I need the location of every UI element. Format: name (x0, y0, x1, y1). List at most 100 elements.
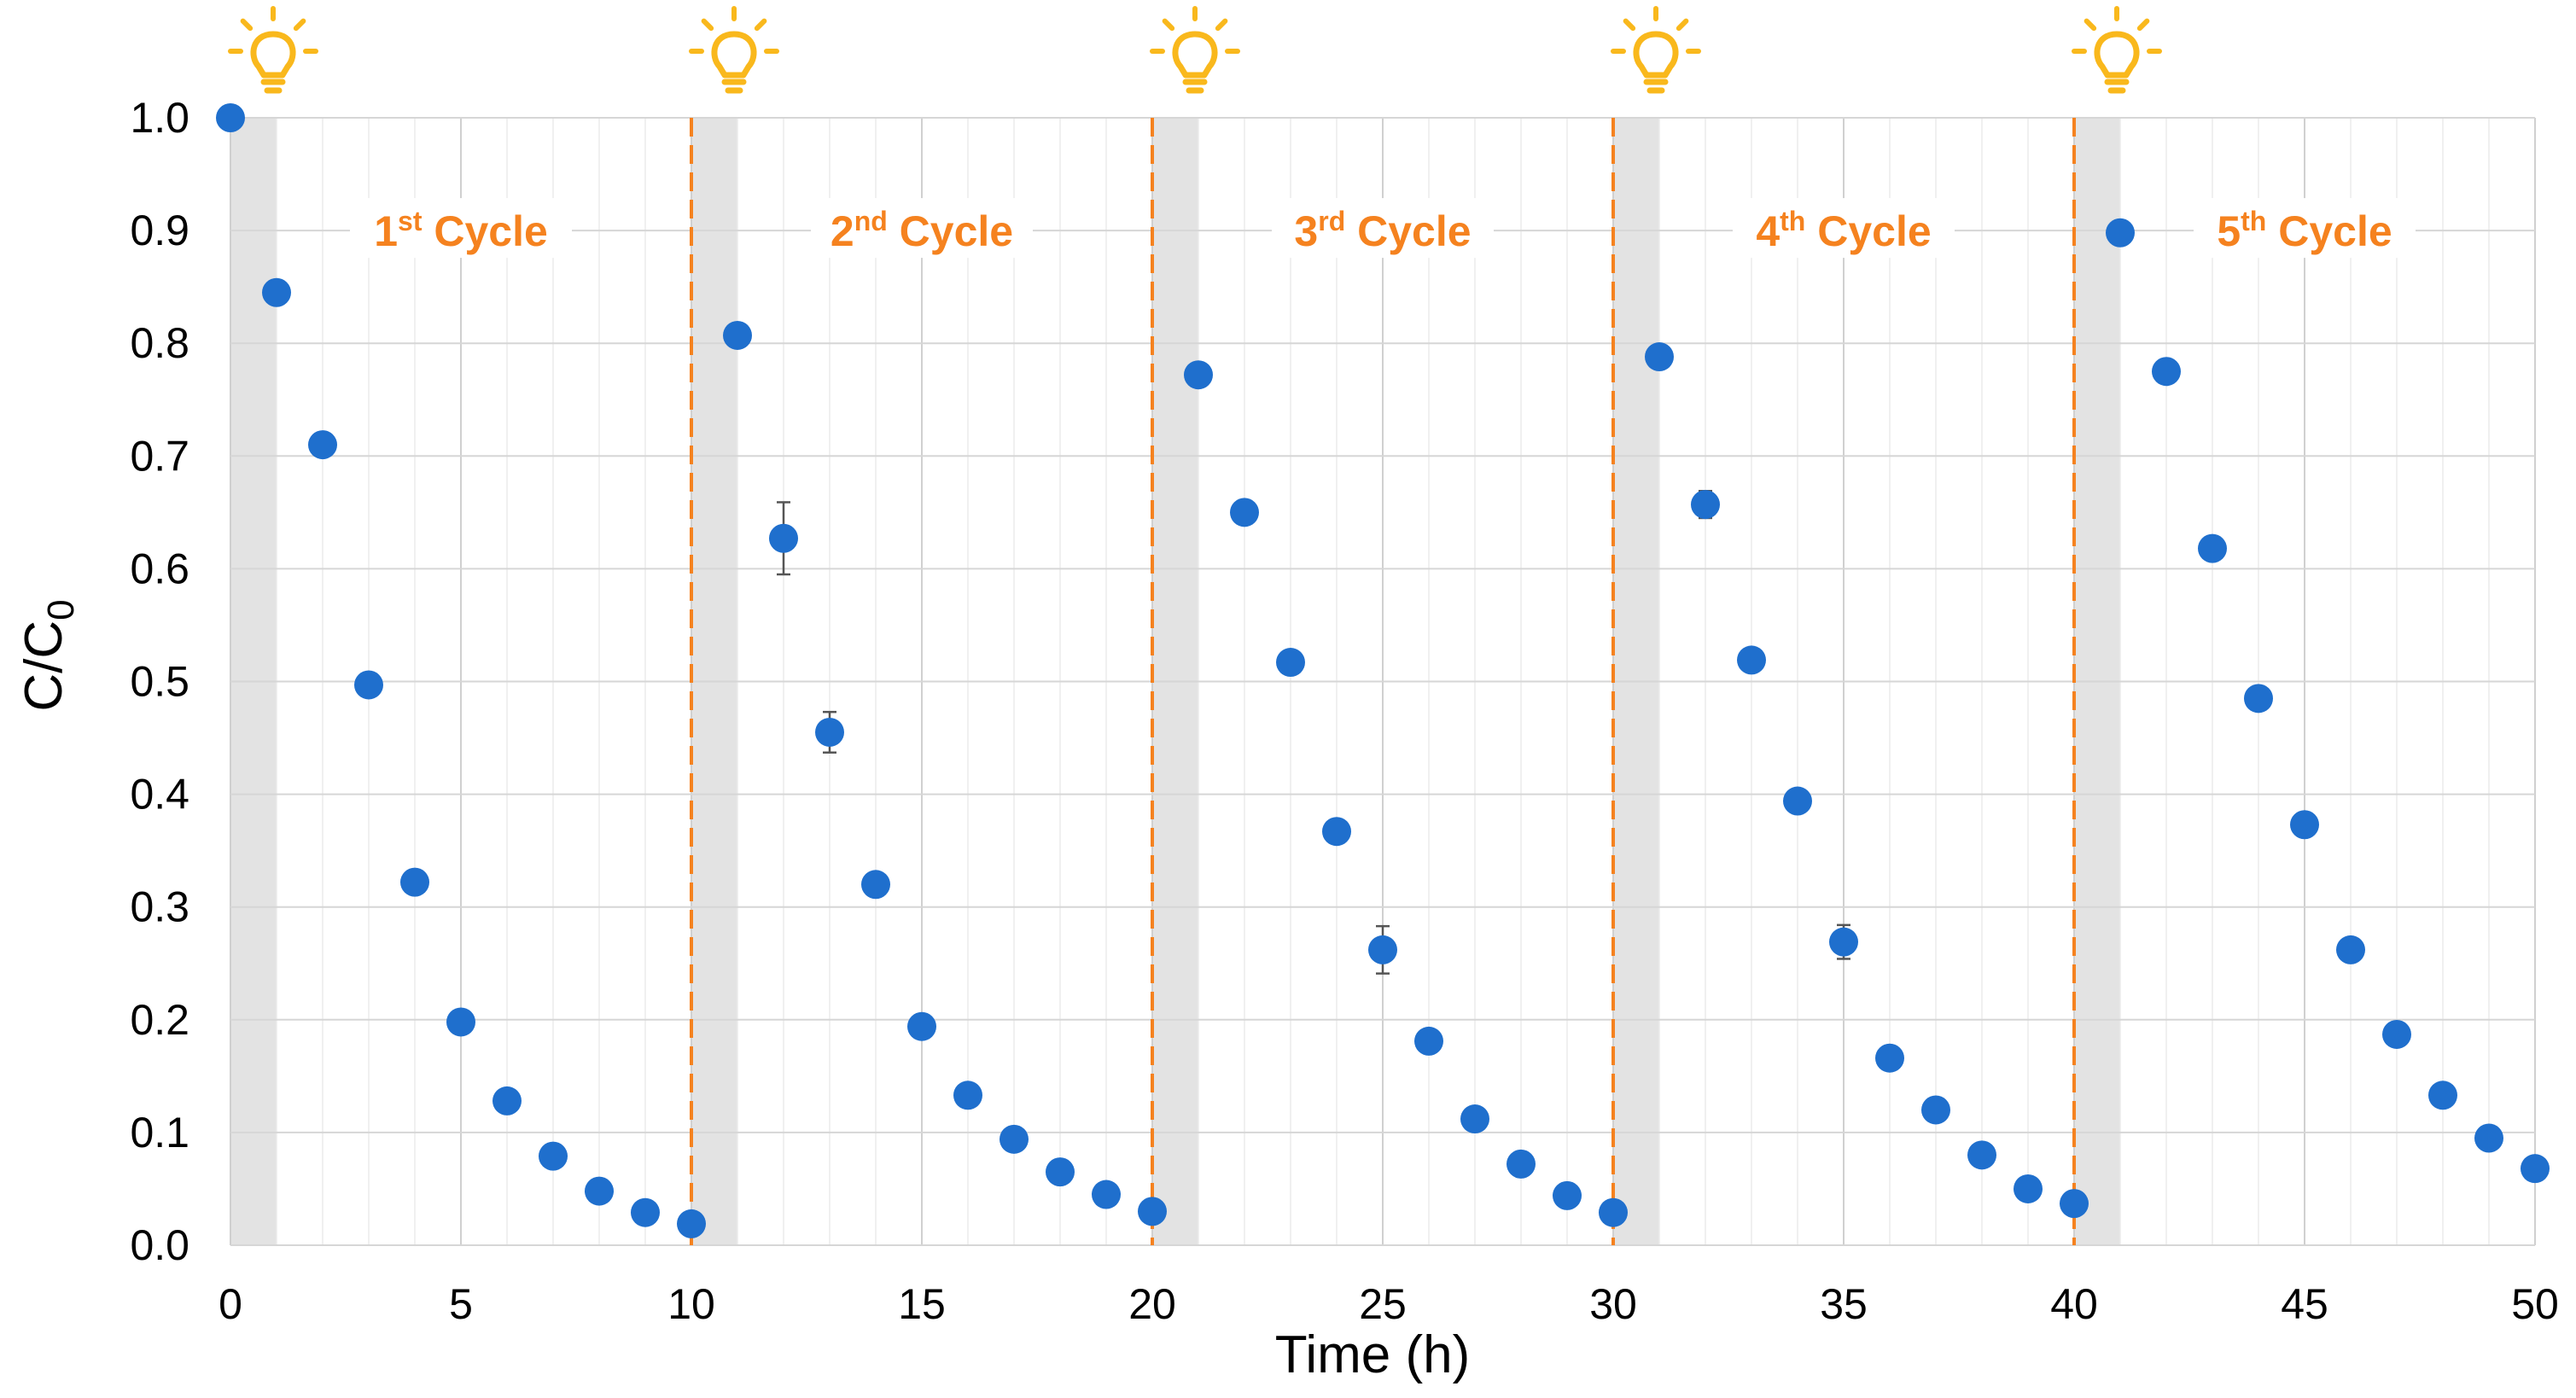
lightbulb-ray (754, 18, 767, 32)
cycle-label-bg (1733, 198, 1955, 259)
data-point (1046, 1157, 1075, 1187)
data-point (400, 867, 429, 897)
cycle-label-bg (811, 198, 1033, 259)
data-point (1967, 1140, 1996, 1170)
data-point (2198, 533, 2227, 563)
data-point (1737, 645, 1766, 675)
data-point (1092, 1180, 1121, 1209)
cycle-label-bg (350, 198, 572, 259)
data-point (1322, 817, 1351, 847)
data-point (1184, 360, 1213, 390)
data-point (677, 1209, 706, 1238)
lightbulb-glass (250, 31, 296, 79)
lightbulb-icons (228, 6, 2162, 94)
y-tick-label: 1.0 (130, 94, 189, 142)
lightbulb-glass (1172, 31, 1218, 79)
cycle-label: 3rd Cycle (1294, 206, 1471, 255)
data-point (262, 277, 291, 307)
data-point (1553, 1180, 1582, 1210)
data-point (1829, 927, 1858, 957)
data-point (815, 717, 844, 747)
data-point (2474, 1123, 2503, 1153)
data-point (2106, 218, 2135, 248)
data-point (2336, 935, 2365, 964)
cycle-label: 4th Cycle (1756, 206, 1931, 255)
lightbulb-ray (240, 18, 254, 32)
data-point (2014, 1174, 2043, 1203)
x-tick-label: 30 (1589, 1280, 1637, 1328)
data-point (1875, 1043, 1904, 1073)
lightbulb-icon (228, 6, 318, 94)
y-tick-label: 0.6 (130, 545, 189, 592)
x-tick-label: 10 (667, 1280, 715, 1328)
data-point (2060, 1189, 2089, 1219)
cycle-label-bg (1272, 198, 1494, 259)
x-tick-label: 15 (898, 1280, 946, 1328)
data-point (1414, 1026, 1443, 1056)
lightbulb-icon (2072, 6, 2162, 94)
lightbulb-ray (2136, 18, 2150, 32)
lightbulb-glass (2094, 31, 2140, 79)
x-tick-label: 25 (1359, 1280, 1407, 1328)
lightbulb-ray (293, 18, 306, 32)
y-tick-label: 0.3 (130, 883, 189, 931)
data-point (2152, 357, 2181, 387)
lightbulb-ray (1676, 18, 1689, 32)
data-point (1599, 1197, 1628, 1227)
cycle-label-bg (2194, 198, 2416, 259)
x-tick-label: 20 (1128, 1280, 1176, 1328)
lightbulb-ray (1162, 18, 1175, 32)
lightbulb-glass (711, 31, 757, 79)
data-point (1138, 1197, 1167, 1226)
data-point (446, 1007, 475, 1037)
data-point (216, 103, 245, 132)
data-point (1460, 1104, 1489, 1134)
y-tick-labels: 0.0 0.1 0.2 0.3 0.4 0.5 0.6 0.7 0.8 0.9 1.0 (130, 94, 189, 1269)
y-tick-label: 0.2 (130, 996, 189, 1044)
data-point (1921, 1095, 1950, 1125)
lightbulb-ray (701, 18, 714, 32)
y-tick-label: 0.8 (130, 319, 189, 367)
lightbulb-icon (689, 6, 779, 94)
data-point (1783, 786, 1812, 816)
x-tick-label: 5 (449, 1280, 473, 1328)
data-point (631, 1197, 660, 1227)
data-point (1230, 498, 1259, 527)
data-point (1645, 342, 1674, 372)
data-point (308, 430, 337, 460)
y-tick-label: 0.0 (130, 1221, 189, 1269)
y-tick-label: 0.1 (130, 1109, 189, 1156)
data-point (1507, 1149, 1536, 1179)
x-tick-label: 45 (2281, 1280, 2328, 1328)
cycle-label: 2nd Cycle (830, 206, 1013, 255)
y-axis-title: C/C0 (15, 599, 82, 711)
cycle-label: 1st Cycle (374, 206, 548, 255)
data-point (861, 870, 890, 900)
y-tick-label: 0.9 (130, 207, 189, 254)
x-tick-label: 0 (219, 1280, 242, 1328)
lightbulb-icon (1150, 6, 1240, 94)
data-point (953, 1081, 982, 1110)
data-point (1691, 490, 1720, 520)
data-points (216, 103, 2550, 1238)
y-tick-label: 0.5 (130, 658, 189, 706)
x-tick-label: 35 (1820, 1280, 1868, 1328)
x-axis-title: Time (h) (1275, 1325, 1470, 1384)
light-on-lines (690, 118, 2076, 1245)
y-tick-label: 0.7 (130, 432, 189, 480)
y-tick-label: 0.4 (130, 771, 189, 818)
cycle-label: 5th Cycle (2217, 206, 2392, 255)
data-point (539, 1141, 568, 1171)
lightbulb-icon (1611, 6, 1701, 94)
data-point (2521, 1154, 2550, 1184)
lightbulb-ray (1623, 18, 1636, 32)
data-point (769, 523, 798, 553)
lightbulb-ray (1215, 18, 1228, 32)
x-tick-label: 40 (2050, 1280, 2098, 1328)
data-point (723, 320, 752, 350)
data-point (2290, 810, 2319, 840)
data-point (354, 670, 383, 700)
data-point (2382, 1019, 2411, 1049)
x-tick-label: 50 (2511, 1280, 2559, 1328)
